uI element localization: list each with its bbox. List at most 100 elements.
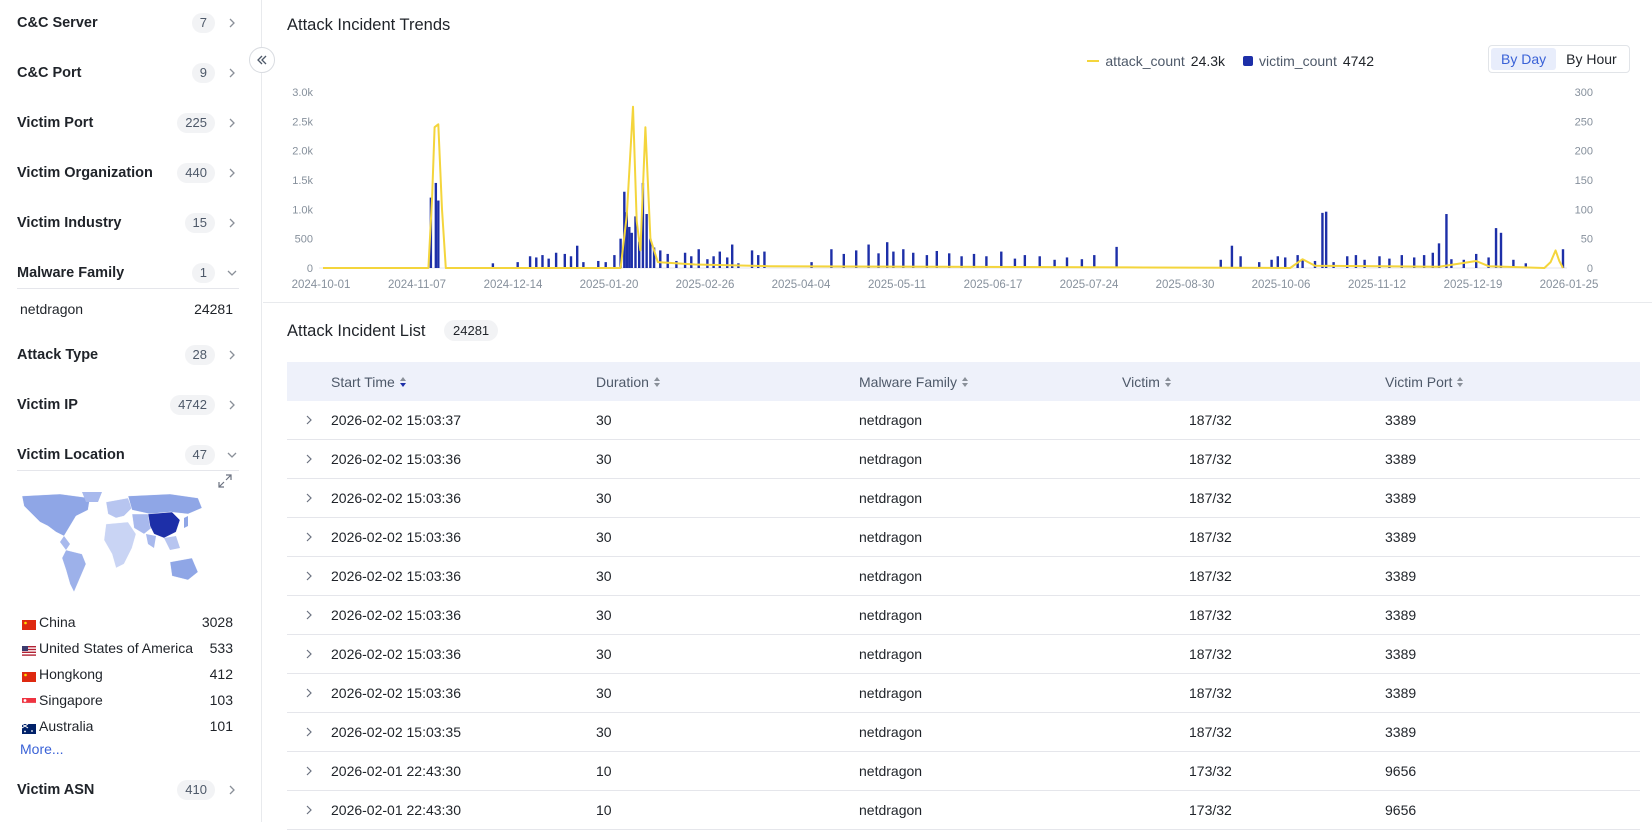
table-row[interactable]: 2026-02-02 15:03:36 30 netdragon 187/32 … [287, 440, 1640, 479]
location-name: Australia [39, 718, 94, 734]
expand-row-icon[interactable] [304, 490, 314, 506]
table-row[interactable]: 2026-02-01 22:43:30 10 netdragon 173/32 … [287, 791, 1640, 830]
expand-row-icon[interactable] [304, 724, 314, 740]
y-left-tick-label: 1.5k [292, 175, 313, 187]
expand-icon[interactable] [218, 474, 232, 488]
victim-count-bar [925, 255, 929, 268]
victim-count-bar [1388, 258, 1391, 268]
table-row[interactable]: 2026-02-02 15:03:36 30 netdragon 187/32 … [287, 557, 1640, 596]
expand-row-icon[interactable] [304, 568, 314, 584]
y-left-tick-label: 2.0k [292, 146, 313, 158]
by-hour-button[interactable]: By Hour [1566, 51, 1617, 67]
victim-count-bar [706, 259, 709, 268]
x-tick-label: 2025-06-17 [964, 279, 1023, 291]
world-map[interactable] [20, 492, 206, 600]
victim-count-bar [1487, 257, 1490, 268]
victim-count-bar [1346, 256, 1349, 268]
victim-count-bar [1270, 259, 1273, 268]
location-row[interactable]: Hongkong 412 [22, 664, 233, 684]
victim-count-bar [630, 232, 633, 268]
location-row[interactable]: China 3028 [22, 612, 233, 632]
table-row[interactable]: 2026-02-02 15:03:35 30 netdragon 187/32 … [287, 713, 1640, 752]
collapse-sidebar-button[interactable] [249, 47, 275, 73]
table-row[interactable]: 2026-02-02 15:03:36 30 netdragon 187/32 … [287, 596, 1640, 635]
victim-count-bar [1013, 258, 1017, 268]
cell-malware-family: netdragon [859, 607, 923, 623]
location-row[interactable]: Singapore 103 [21, 690, 233, 710]
cell-duration: 30 [596, 685, 612, 701]
value-count: 24281 [194, 301, 233, 317]
victim-count-bar [1258, 262, 1261, 268]
facet-victim-ip[interactable]: Victim IP 4742 [17, 390, 239, 420]
facet-cc-port[interactable]: C&C Port 9 [17, 58, 239, 88]
chevron-right-icon [225, 216, 239, 230]
trend-chart[interactable]: 0 500 1.0k 1.5k 2.0k 2.5k 3.0k 0 50 100 150 200 250 3… [263, 80, 1652, 295]
expand-row-icon[interactable] [304, 607, 314, 623]
table-row[interactable]: 2026-02-02 15:03:37 30 netdragon 187/32 … [287, 401, 1640, 440]
col-victim[interactable]: Victim [1122, 374, 1385, 390]
facet-victim-industry[interactable]: Victim Industry 15 [17, 208, 239, 238]
facet-label: Malware Family [17, 265, 125, 281]
by-day-button[interactable]: By Day [1491, 48, 1557, 70]
sort-icon [961, 376, 969, 388]
chevron-right-icon [225, 348, 239, 362]
col-malware-family[interactable]: Malware Family [859, 374, 1122, 390]
x-tick-label: 2025-05-11 [868, 279, 926, 291]
expand-row-icon[interactable] [304, 646, 314, 662]
legend-victim-count[interactable]: victim_count 4742 [1243, 53, 1374, 69]
facet-victim-port[interactable]: Victim Port 225 [17, 108, 239, 138]
expand-row-icon[interactable] [304, 412, 314, 428]
sort-desc-icon [399, 376, 407, 388]
victim-count-bar [1093, 255, 1096, 268]
table-row[interactable]: 2026-02-01 22:43:30 10 netdragon 173/32 … [287, 752, 1640, 791]
table-row[interactable]: 2026-02-02 15:03:36 30 netdragon 187/32 … [287, 635, 1640, 674]
victim-count-bar [1065, 257, 1069, 268]
facet-count: 225 [177, 113, 215, 133]
chart-legend: attack_count 24.3k victim_count 4742 [1087, 53, 1374, 69]
table-row[interactable]: 2026-02-02 15:03:36 30 netdragon 187/32 … [287, 518, 1640, 557]
location-row[interactable]: United States of America 533 [22, 638, 233, 658]
facet-victim-asn[interactable]: Victim ASN 410 [17, 775, 239, 805]
sg-flag-icon [21, 695, 37, 709]
list-total-badge: 24281 [444, 320, 499, 341]
location-count: 3028 [201, 614, 233, 630]
victim-count-bar [675, 260, 678, 268]
cell-victim-port: 3389 [1385, 724, 1417, 740]
malware-family-value[interactable]: netdragon 24281 [20, 301, 233, 317]
col-victim-port[interactable]: Victim Port [1385, 374, 1640, 390]
cell-start-time: 2026-02-02 15:03:37 [331, 412, 461, 428]
victim-count-bar [690, 256, 693, 268]
victim-count-bar [659, 250, 662, 268]
facet-malware-family[interactable]: Malware Family 1 [17, 258, 239, 289]
cell-victim-port: 3389 [1385, 646, 1417, 662]
victim-count-bar [902, 249, 905, 268]
expand-row-icon[interactable] [304, 529, 314, 545]
expand-row-icon[interactable] [304, 802, 314, 818]
victim-count-bar [750, 250, 754, 268]
expand-row-icon[interactable] [304, 685, 314, 701]
victim-count-bar [712, 256, 715, 268]
victim-count-bar [972, 253, 976, 268]
facet-victim-organization[interactable]: Victim Organization 440 [17, 158, 239, 188]
col-start-time[interactable]: Start Time [331, 374, 596, 390]
legend-attack-count[interactable]: attack_count 24.3k [1087, 53, 1225, 69]
victim-count-bar [1445, 214, 1448, 268]
victim-count-bar [1561, 249, 1565, 268]
col-duration[interactable]: Duration [596, 374, 859, 390]
table-row[interactable]: 2026-02-02 15:03:36 30 netdragon 187/32 … [287, 479, 1640, 518]
victim-count-bar [628, 226, 631, 268]
expand-row-icon[interactable] [304, 763, 314, 779]
expand-row-icon[interactable] [304, 451, 314, 467]
cell-malware-family: netdragon [859, 724, 923, 740]
facet-label: Victim IP [17, 397, 78, 413]
cell-victim: 173/32 [1189, 763, 1232, 779]
location-row[interactable]: Australia 101 [21, 716, 233, 736]
victim-count-bar [516, 262, 519, 268]
more-locations-link[interactable]: More... [20, 741, 64, 757]
table-row[interactable]: 2026-02-02 15:03:36 30 netdragon 187/32 … [287, 674, 1640, 713]
facet-victim-location[interactable]: Victim Location 47 [17, 440, 239, 471]
facet-attack-type[interactable]: Attack Type 28 [17, 340, 239, 370]
victim-count-bar [1494, 228, 1498, 268]
facet-cc-server[interactable]: C&C Server 7 [17, 8, 239, 38]
filter-sidebar: C&C Server 7 C&C Port 9 Victim Port 225 … [0, 0, 262, 822]
